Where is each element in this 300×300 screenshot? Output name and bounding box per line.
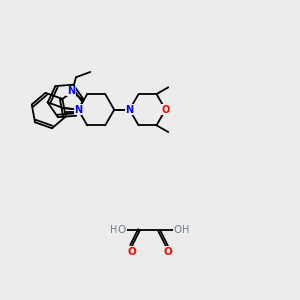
Text: O: O (174, 225, 182, 235)
Text: H: H (182, 225, 190, 235)
Text: O: O (164, 247, 172, 257)
Text: N: N (67, 86, 75, 96)
Text: N: N (125, 105, 134, 115)
Text: N: N (74, 105, 82, 115)
Text: H: H (110, 225, 118, 235)
Text: O: O (161, 105, 169, 115)
Text: O: O (128, 247, 136, 257)
Text: N: N (74, 105, 82, 115)
Text: O: O (118, 225, 126, 235)
